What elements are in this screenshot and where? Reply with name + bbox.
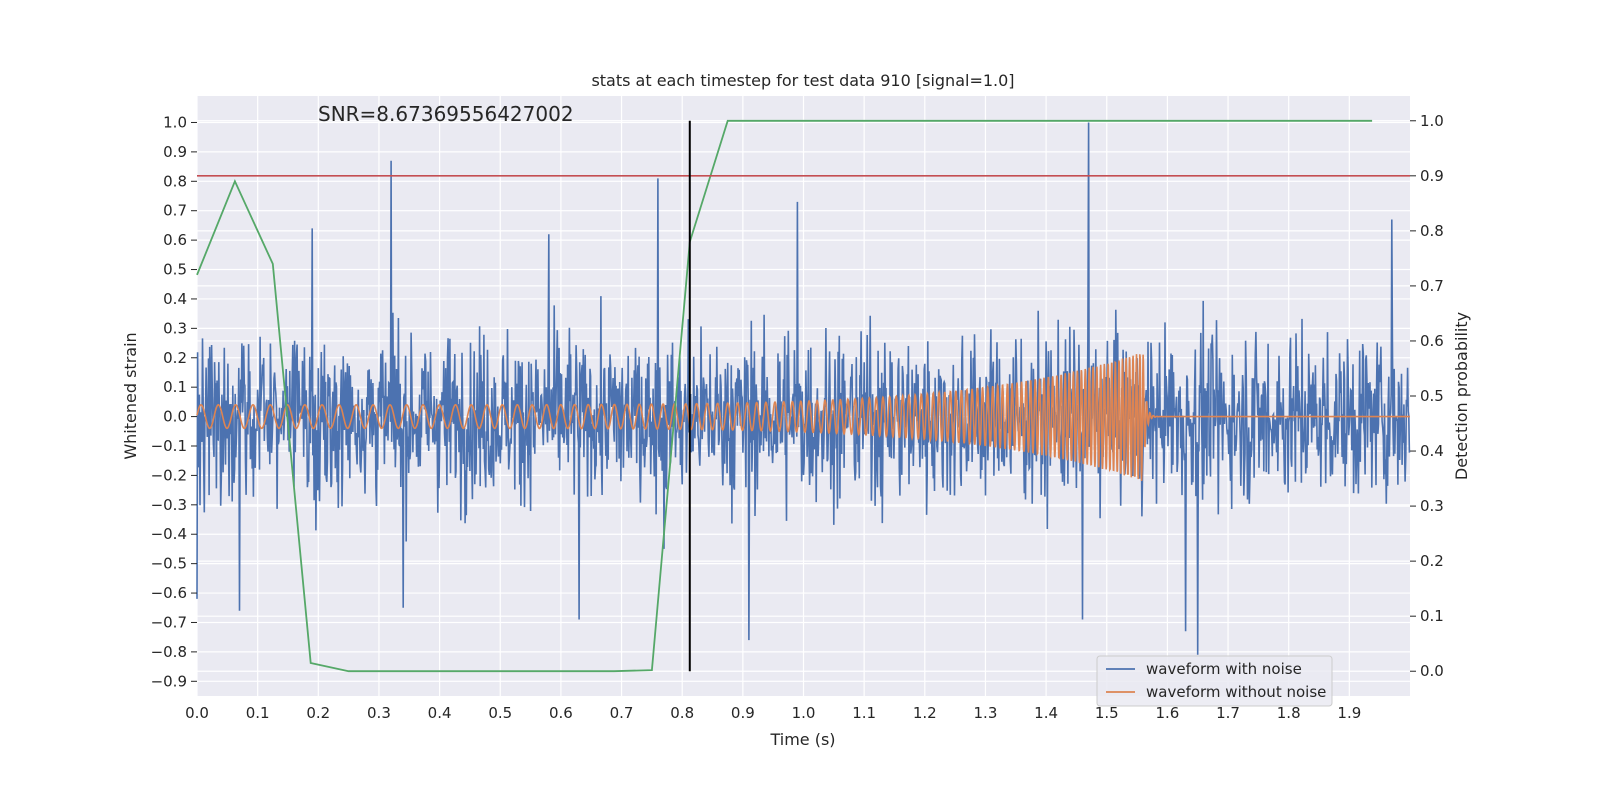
y-tick-label: 0.8 (163, 172, 187, 190)
y-tick-label: −0.5 (151, 555, 187, 573)
y-tick-label: −0.3 (151, 496, 187, 514)
y2-tick-label: 0.9 (1420, 167, 1444, 185)
y-tick-label: −0.4 (151, 525, 187, 543)
y-tick-label: −0.8 (151, 643, 187, 661)
y2-tick-label: 1.0 (1420, 112, 1444, 130)
y-tick-label: 0.1 (163, 378, 187, 396)
x-tick-label: 1.6 (1155, 704, 1179, 722)
series-detection-probability (196, 119, 1373, 673)
x-tick-label: 0.8 (670, 704, 694, 722)
legend-label-clean: waveform without noise (1146, 683, 1326, 701)
legend-label-noisy: waveform with noise (1146, 660, 1302, 678)
y2-tick-label: 0.7 (1420, 277, 1444, 295)
clean-waveform-line (196, 354, 1410, 481)
x-tick-label: 0.0 (185, 704, 209, 722)
y2-tick-label: 0.3 (1420, 497, 1444, 515)
y2-axis-label: Detection probability (1452, 312, 1471, 480)
y-tick-label: 0.4 (163, 290, 187, 308)
x-tick-label: 0.1 (246, 704, 270, 722)
y-tick-label: −0.7 (151, 613, 187, 631)
x-tick-label: 0.2 (306, 704, 330, 722)
y-tick-label: 0.0 (163, 408, 187, 426)
x-tick-label: 1.2 (913, 704, 937, 722)
grid (196, 96, 1410, 696)
y2-tick-label: 0.4 (1420, 442, 1444, 460)
x-tick-label: 1.4 (1034, 704, 1058, 722)
x-tick-label: 0.6 (549, 704, 573, 722)
x-tick-label: 0.3 (367, 704, 391, 722)
series-waveform-without-noise (196, 354, 1410, 481)
x-tick-label: 0.9 (731, 704, 755, 722)
chart-title: stats at each timestep for test data 910… (591, 71, 1014, 90)
y-tick-label: −0.6 (151, 584, 187, 602)
y2-tick-label: 0.5 (1420, 387, 1444, 405)
y-tick-label: −0.2 (151, 466, 187, 484)
x-tick-label: 1.7 (1216, 704, 1240, 722)
x-tick-label: 1.5 (1095, 704, 1119, 722)
x-tick-label: 1.3 (974, 704, 998, 722)
y2-tick-label: 0.8 (1420, 222, 1444, 240)
y-tick-label: 0.9 (163, 143, 187, 161)
y-tick-label: 0.3 (163, 319, 187, 337)
snr-annotation: SNR=8.67369556427002 (318, 102, 574, 126)
y2-tick-label: 0.2 (1420, 552, 1444, 570)
x-axis-label: Time (s) (769, 730, 835, 749)
y-tick-label: 0.2 (163, 349, 187, 367)
x-tick-label: 1.8 (1277, 704, 1301, 722)
x-tick-label: 0.4 (428, 704, 452, 722)
x-tick-label: 1.1 (852, 704, 876, 722)
legend-box (1096, 655, 1333, 707)
y-tick-label: 0.5 (163, 261, 187, 279)
x-tick-label: 1.9 (1337, 704, 1361, 722)
y2-tick-label: 0.6 (1420, 332, 1444, 350)
y-axis-label: Whitened strain (121, 332, 140, 459)
y2-tick-label: 0.1 (1420, 607, 1444, 625)
y-tick-label: −0.1 (151, 437, 187, 455)
noisy-waveform-line (196, 122, 1411, 655)
x-tick-label: 1.0 (792, 704, 816, 722)
legend: waveform with noise waveform without noi… (1096, 655, 1333, 707)
overlays (197, 120, 1410, 672)
x-tick-label: 0.5 (488, 704, 512, 722)
axis-ticks: 0.0 0.1 0.2 0.3 0.4 0.5 0.6 0.7 0.8 0.9 1.0 1.1 1.2 1… (151, 112, 1444, 722)
y-tick-label: 0.6 (163, 231, 187, 249)
y-tick-label: 1.0 (163, 113, 187, 131)
y-tick-label: −0.9 (151, 672, 187, 690)
detection-probability-line (196, 119, 1373, 673)
y-tick-label: 0.7 (163, 202, 187, 220)
series-waveform-with-noise (196, 122, 1411, 655)
x-tick-label: 0.7 (610, 704, 634, 722)
y2-tick-label: 0.0 (1420, 662, 1444, 680)
